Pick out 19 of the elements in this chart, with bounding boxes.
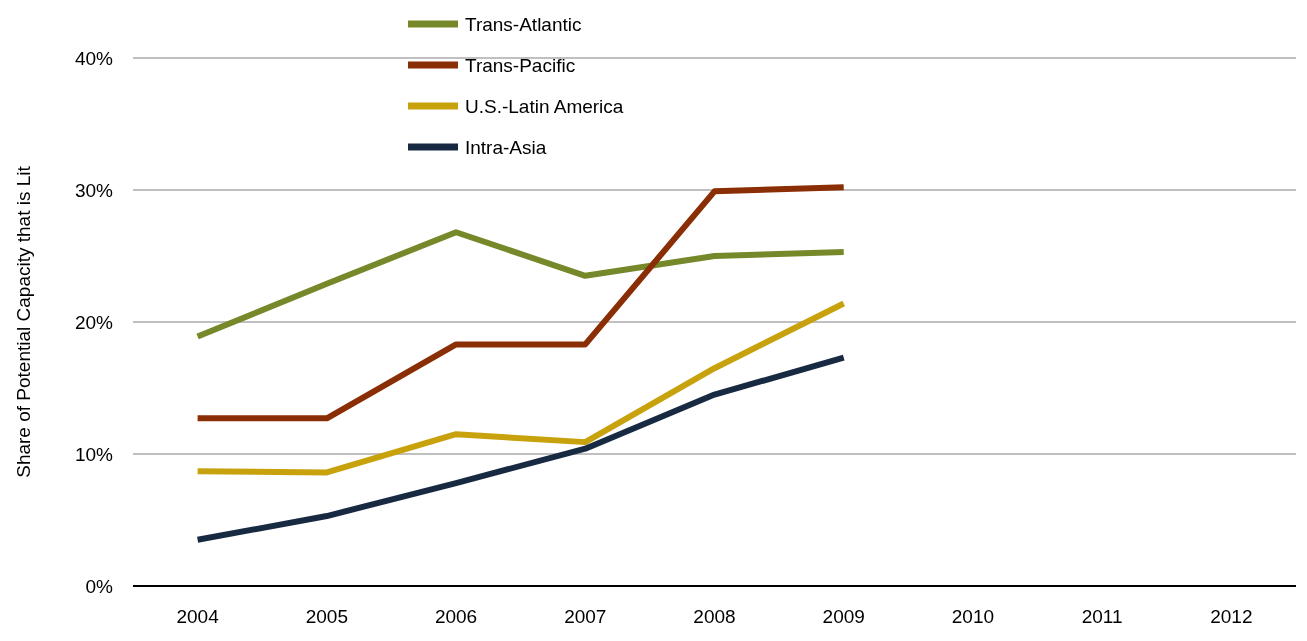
- legend-label: Intra-Asia: [465, 136, 547, 158]
- x-tick-label: 2009: [822, 606, 865, 627]
- x-tick-label: 2008: [693, 606, 736, 627]
- legend-label: Trans-Pacific: [465, 54, 576, 76]
- x-tick-label: 2012: [1210, 606, 1253, 627]
- y-tick-label: 30%: [74, 179, 114, 201]
- y-tick-label: 40%: [74, 47, 114, 69]
- x-tick-label: 2011: [1081, 606, 1123, 627]
- legend-label: U.S.-Latin America: [465, 95, 624, 117]
- y-tick-label: 0%: [85, 575, 114, 597]
- y-tick-label: 10%: [74, 443, 114, 465]
- legend-label: Trans-Atlantic: [465, 13, 582, 35]
- y-tick-label: 20%: [74, 311, 114, 333]
- x-tick-label: 2010: [951, 606, 995, 627]
- x-tick-label: 2007: [564, 606, 607, 627]
- x-tick-label: 2006: [434, 606, 478, 627]
- x-tick-label: 2004: [176, 606, 220, 627]
- x-tick-label: 2005: [305, 606, 348, 627]
- y-axis-title: Share of Potential Capacity that is Lit: [13, 165, 34, 478]
